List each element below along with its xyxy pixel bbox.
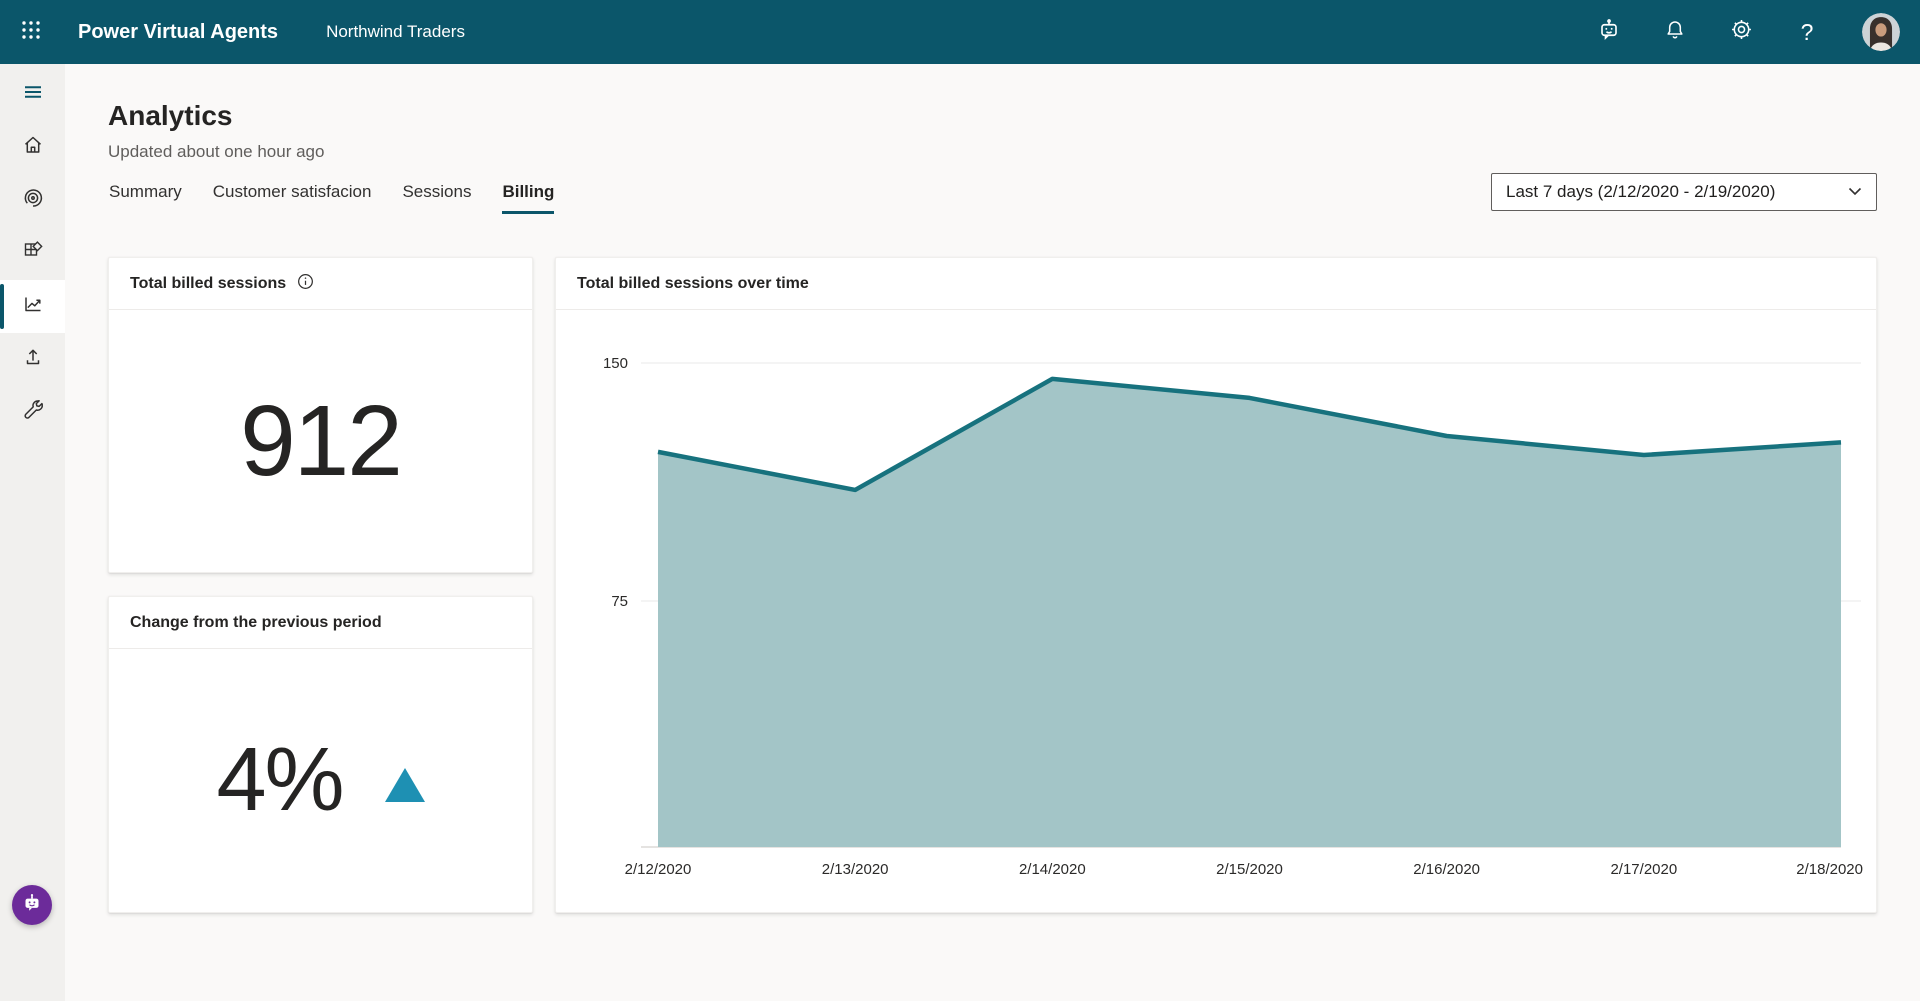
- grid-diamond-icon: [21, 239, 45, 268]
- main-content: Analytics Updated about one hour ago Sum…: [65, 64, 1920, 1001]
- waffle-icon: [19, 18, 43, 47]
- svg-text:2/12/2020: 2/12/2020: [625, 861, 692, 878]
- top-app-bar: Power Virtual Agents Northwind Traders: [0, 0, 1920, 64]
- sidebar-item-topics[interactable]: [0, 174, 65, 227]
- left-navigation: [0, 64, 65, 1001]
- svg-text:150: 150: [603, 355, 628, 372]
- user-avatar[interactable]: [1862, 13, 1900, 51]
- bullseye-icon: [21, 186, 45, 215]
- tab-sessions[interactable]: Sessions: [402, 182, 472, 201]
- robot-icon: [1595, 16, 1623, 49]
- nav-menu-toggle[interactable]: [0, 68, 65, 121]
- card-title: Change from the previous period: [130, 613, 382, 631]
- app-title: Power Virtual Agents: [78, 20, 279, 43]
- sidebar-item-entities[interactable]: [0, 227, 65, 280]
- sidebar-item-home[interactable]: [0, 121, 65, 174]
- upload-icon: [21, 345, 45, 374]
- notifications-button[interactable]: [1660, 17, 1690, 47]
- billed-sessions-over-time-card: Total billed sessions over time 150 75 2/1…: [555, 257, 1877, 913]
- page-title: Analytics: [108, 100, 233, 131]
- chart-area: 150 75 2/12/2020 2/13/2020 2/14/2020 2/15/202…: [556, 310, 1876, 913]
- card-title: Total billed sessions over time: [577, 274, 809, 292]
- tab-customer-satisfaction[interactable]: Customer satisfacion: [212, 182, 372, 201]
- change-percentage-value: 4%: [216, 730, 344, 830]
- date-range-value: Last 7 days (2/12/2020 - 2/19/2020): [1506, 182, 1776, 201]
- card-header: Change from the previous period: [109, 597, 532, 649]
- svg-text:75: 75: [611, 593, 628, 610]
- line-chart-icon: [21, 292, 45, 321]
- settings-button[interactable]: [1726, 17, 1756, 47]
- updated-timestamp: Updated about one hour ago: [108, 142, 325, 161]
- active-indicator: [0, 284, 4, 329]
- svg-text:2/13/2020: 2/13/2020: [822, 861, 889, 878]
- card-body: 4%: [109, 649, 532, 912]
- analytics-tabs: Summary Customer satisfacion Sessions Bi…: [109, 182, 555, 214]
- card-header: Total billed sessions over time: [556, 258, 1876, 310]
- help-button[interactable]: ?: [1792, 17, 1822, 47]
- bot-avatar-button[interactable]: [12, 885, 52, 925]
- chevron-down-icon: [1848, 183, 1862, 201]
- total-billed-sessions-value: 912: [240, 385, 403, 497]
- total-billed-sessions-card: Total billed sessions 912: [108, 257, 533, 573]
- card-title: Total billed sessions: [130, 274, 287, 292]
- app-launcher-button[interactable]: [8, 0, 54, 64]
- svg-text:2/14/2020: 2/14/2020: [1019, 861, 1086, 878]
- date-range-dropdown[interactable]: Last 7 days (2/12/2020 - 2/19/2020): [1491, 173, 1877, 211]
- card-body: 912: [109, 310, 532, 573]
- question-mark-icon: ?: [1800, 18, 1814, 45]
- gear-icon: [1728, 16, 1755, 48]
- card-header: Total billed sessions: [109, 258, 532, 310]
- svg-text:2/18/2020: 2/18/2020: [1796, 861, 1863, 878]
- svg-text:2/16/2020: 2/16/2020: [1413, 861, 1480, 878]
- bell-icon: [1662, 17, 1688, 48]
- hamburger-icon: [21, 80, 45, 109]
- billed-sessions-chart: 150 75 2/12/2020 2/13/2020 2/14/2020 2/15/202…: [603, 355, 1863, 878]
- sidebar-item-manage[interactable]: [0, 386, 65, 439]
- svg-text:2/17/2020: 2/17/2020: [1610, 861, 1677, 878]
- sidebar-item-publish[interactable]: [0, 333, 65, 386]
- bot-menu-button[interactable]: [1594, 17, 1624, 47]
- tab-billing[interactable]: Billing: [502, 182, 555, 214]
- wrench-icon: [21, 398, 45, 427]
- tab-summary[interactable]: Summary: [109, 182, 182, 201]
- trend-up-icon: [384, 768, 425, 807]
- change-previous-period-card: Change from the previous period 4%: [108, 596, 533, 913]
- environment-name[interactable]: Northwind Traders: [326, 22, 465, 41]
- robot-face-icon: [19, 890, 45, 921]
- home-icon: [21, 133, 45, 162]
- svg-text:2/15/2020: 2/15/2020: [1216, 861, 1283, 878]
- info-icon[interactable]: [296, 272, 315, 296]
- sidebar-item-analytics[interactable]: [0, 280, 65, 333]
